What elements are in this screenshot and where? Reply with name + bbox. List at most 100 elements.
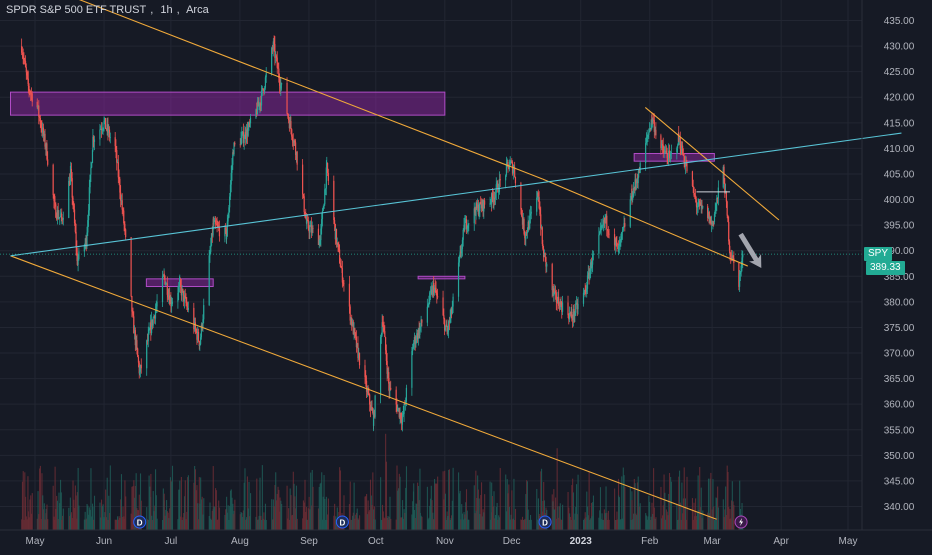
candle-body: [599, 231, 601, 235]
interval-label[interactable]: 1h: [160, 4, 173, 16]
volume-bar: [42, 495, 44, 530]
candle-body: [433, 283, 435, 293]
candle-body: [602, 225, 604, 227]
volume-bar: [529, 519, 531, 530]
volume-bar: [664, 492, 666, 530]
candle-body: [662, 145, 664, 151]
candle-body: [505, 175, 507, 181]
candle-body: [460, 251, 462, 254]
volume-bar: [411, 514, 413, 530]
volume-bar: [335, 519, 338, 530]
candle-body: [446, 330, 448, 332]
volume-bar: [510, 514, 512, 530]
candle-body: [116, 162, 119, 164]
candle-body: [153, 315, 155, 318]
volume-bar: [364, 496, 366, 530]
candle-body: [543, 253, 546, 258]
volume-bar: [428, 517, 430, 530]
candle-body: [263, 89, 265, 92]
lightning-icon[interactable]: [734, 515, 748, 529]
volume-bar: [691, 498, 694, 530]
volume-bar: [31, 493, 33, 530]
volume-bar: [618, 497, 620, 530]
candle-body: [686, 163, 688, 172]
candle-body: [366, 389, 368, 392]
candle-body: [280, 84, 282, 89]
candle-body: [193, 322, 196, 330]
candle-body: [608, 233, 610, 235]
highlight-zone: [417, 275, 466, 280]
volume-bar: [621, 518, 624, 530]
candle-body: [70, 168, 72, 174]
candle-body: [463, 224, 465, 230]
candle-body: [243, 138, 245, 143]
candle-body: [491, 193, 493, 204]
volume-bar: [293, 483, 295, 530]
dividend-marker[interactable]: D: [335, 515, 349, 529]
volume-bar: [495, 506, 497, 530]
candle-body: [350, 317, 352, 321]
dividend-marker[interactable]: D: [133, 515, 147, 529]
candle-body: [278, 78, 281, 86]
candle-body: [260, 90, 263, 106]
candle-body: [587, 272, 589, 276]
volume-bar: [707, 512, 709, 530]
volume-bar: [289, 488, 291, 530]
volume-bar: [26, 519, 28, 530]
candle-body: [287, 113, 289, 117]
volume-bar: [211, 510, 213, 530]
candle-body: [131, 296, 133, 312]
candle-body: [475, 203, 477, 217]
candle-body: [215, 223, 217, 225]
candle-body: [539, 208, 541, 215]
candle-body: [322, 208, 324, 211]
candle-body: [618, 244, 620, 246]
candle-body: [349, 306, 351, 321]
volume-bar: [134, 497, 136, 530]
volume-bar: [398, 473, 400, 530]
candle-body: [536, 197, 538, 212]
candle-body: [120, 200, 123, 202]
volume-bar: [729, 509, 731, 530]
volume-bar: [541, 468, 543, 530]
candle-body: [607, 230, 609, 234]
volume-bar: [413, 510, 416, 530]
volume-bar: [366, 493, 368, 530]
annotations: [738, 232, 762, 269]
volume-bar: [168, 518, 170, 530]
volume-bar: [511, 490, 513, 530]
volume-bar: [325, 519, 327, 530]
candle-body: [256, 101, 259, 114]
candle-body: [473, 208, 475, 224]
candle-body: [93, 139, 96, 142]
candle-body: [272, 41, 274, 48]
candle-body: [209, 251, 211, 256]
volume-bar: [307, 508, 309, 530]
candle-body: [71, 178, 73, 198]
volume-bar: [180, 476, 182, 530]
x-tick-label: Feb: [641, 536, 659, 547]
candle-body: [121, 200, 123, 210]
volume-bar: [76, 492, 78, 530]
volume-bar: [307, 519, 309, 530]
candle-body: [435, 287, 437, 294]
candle-body: [197, 331, 200, 342]
candle-body: [372, 410, 374, 414]
volume-bar: [463, 512, 465, 530]
candle-body: [162, 275, 164, 277]
candle-body: [358, 353, 360, 359]
volume-bar: [117, 519, 119, 530]
candle-body: [76, 247, 78, 254]
candle-body: [38, 105, 40, 117]
volume-bar: [58, 492, 60, 530]
candle-body: [622, 226, 624, 231]
volume-bar: [229, 505, 231, 530]
volume-bar: [303, 502, 305, 530]
dividend-marker[interactable]: D: [538, 515, 552, 529]
symbol-name[interactable]: SPDR S&P 500 ETF TRUST: [6, 4, 147, 16]
volume-bar: [576, 514, 578, 530]
candle-body: [390, 387, 392, 390]
